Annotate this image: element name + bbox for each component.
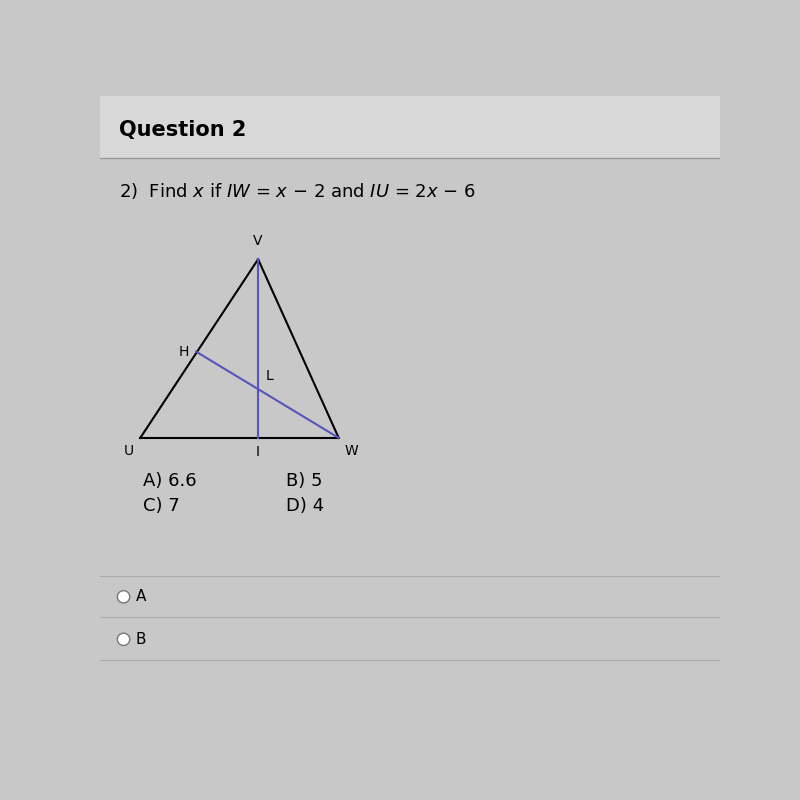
Text: A) 6.6: A) 6.6 [143,472,197,490]
Text: D) 4: D) 4 [286,497,324,514]
Circle shape [118,633,130,646]
Text: H: H [178,345,189,358]
Text: B) 5: B) 5 [286,472,322,490]
Text: V: V [254,234,263,248]
Text: U: U [124,444,134,458]
Text: 2)  Find $x$ if $IW$ = $x$ $-$ 2 and $IU$ = 2$x$ $-$ 6: 2) Find $x$ if $IW$ = $x$ $-$ 2 and $IU$… [118,182,475,202]
Text: L: L [266,370,274,383]
Text: I: I [256,446,260,459]
Bar [100,96,720,158]
Text: A: A [136,590,146,604]
Text: Question 2: Question 2 [118,120,246,140]
Text: W: W [345,444,358,458]
Circle shape [118,590,130,603]
Text: C) 7: C) 7 [143,497,180,514]
Text: B: B [136,632,146,647]
